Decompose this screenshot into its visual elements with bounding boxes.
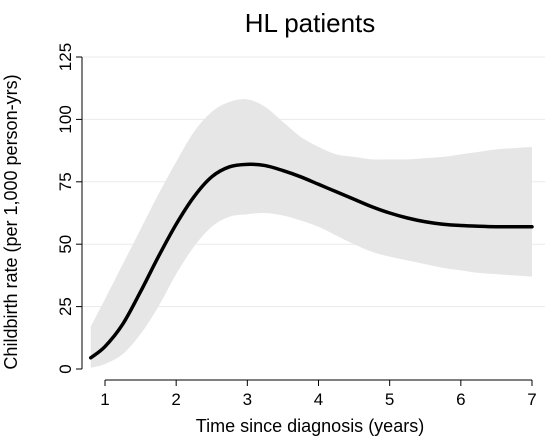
y-tick-label: 100 [56, 105, 75, 133]
y-tick-label: 125 [56, 43, 75, 71]
y-tick-label: 75 [56, 172, 75, 191]
y-tick-label: 0 [56, 364, 75, 373]
y-axis-label: Childbirth rate (per 1,000 person-yrs) [1, 74, 21, 369]
x-tick-label: 6 [456, 390, 465, 409]
y-tick-label: 50 [56, 235, 75, 254]
rate-line [89, 162, 534, 360]
chart-title: HL patients [245, 8, 376, 38]
x-ticks: 1 2 3 4 5 6 7 [100, 380, 537, 409]
x-tick-label: 4 [314, 390, 323, 409]
x-tick-label: 1 [100, 390, 109, 409]
x-tick-label: 3 [243, 390, 252, 409]
y-tick-label: 25 [56, 297, 75, 316]
x-tick-label: 2 [171, 390, 180, 409]
x-tick-label: 5 [385, 390, 394, 409]
x-tick-label: 7 [527, 390, 536, 409]
confidence-band [90, 99, 533, 368]
y-ticks: 0 25 50 75 100 125 [56, 43, 82, 374]
x-axis-label: Time since diagnosis (years) [196, 416, 424, 436]
